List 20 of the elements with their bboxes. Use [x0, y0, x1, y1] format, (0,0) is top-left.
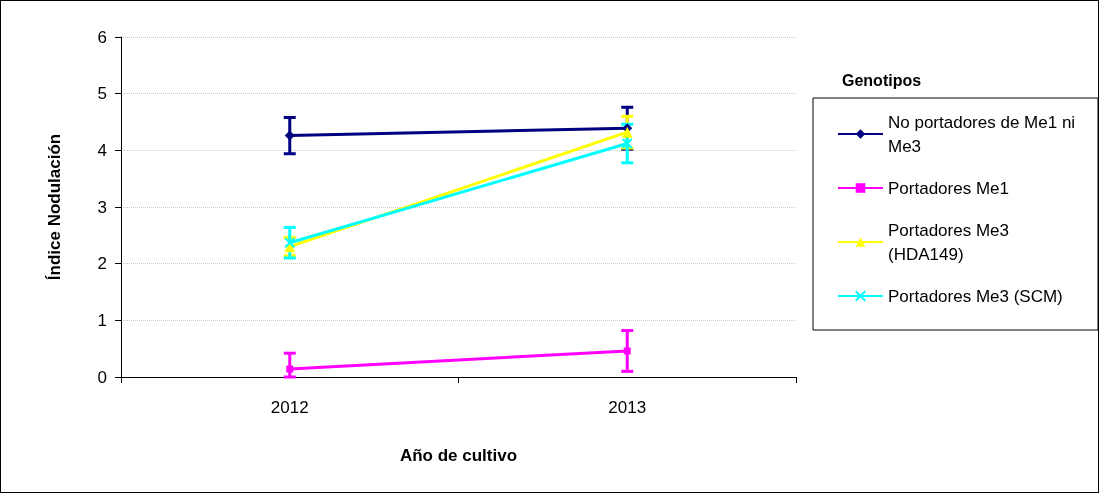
y-tick-label: 6: [97, 27, 107, 47]
legend-label: Portadores Me1: [888, 178, 1009, 198]
legend-label: Portadores Me3 (SCM): [888, 286, 1063, 306]
y-tick-label: 5: [97, 84, 107, 104]
y-tick-label: 0: [97, 367, 107, 387]
x-tick-label: 2013: [608, 398, 647, 417]
y-tick-label: 3: [97, 197, 107, 217]
point: [623, 347, 631, 355]
legend-label: No portadores de Me1 ni Me3: [888, 112, 1080, 156]
legend-label: Portadores Me3 (HDA149): [888, 220, 1014, 264]
legend-title: Genotipos: [842, 71, 922, 89]
point: [621, 138, 633, 150]
y-tick-label: 2: [97, 254, 107, 274]
x-tick-label: 2012: [270, 398, 309, 417]
x-axis-title: Año de cultivo: [399, 446, 518, 465]
point: [284, 130, 295, 141]
y-tick-label: 4: [97, 140, 107, 160]
point: [286, 365, 294, 373]
y-axis-title: Índice Nodulación: [45, 133, 64, 281]
y-tick-label: 1: [97, 310, 107, 330]
